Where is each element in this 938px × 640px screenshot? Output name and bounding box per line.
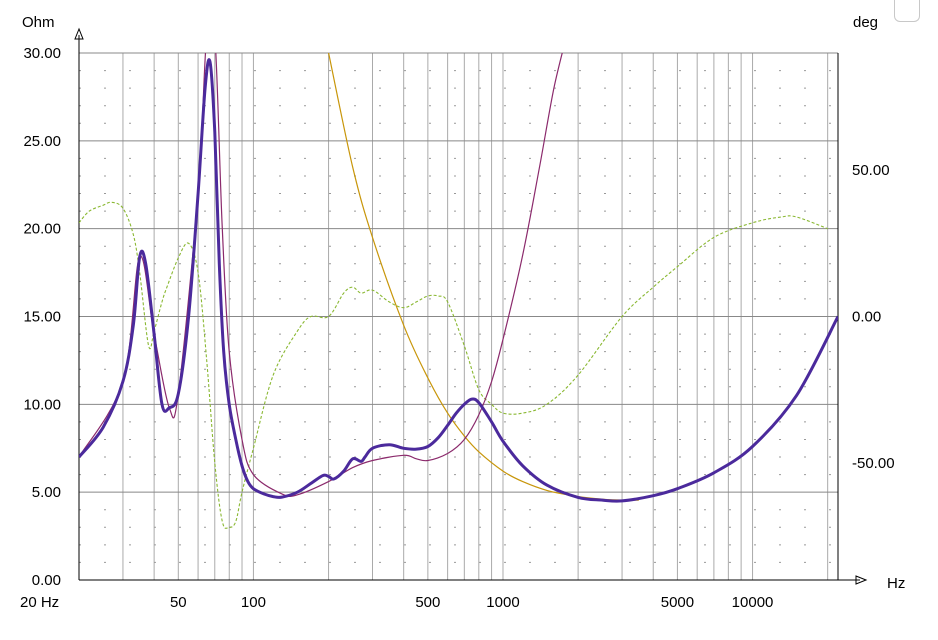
right-tick-label: -50.00: [852, 455, 895, 472]
left-axis-unit: Ohm: [22, 14, 55, 31]
axis-labels: Ohm deg Hz 0.00 5.00 10.00 15.00 20.00 25.00 3…: [20, 14, 905, 611]
x-tick-label: 10000: [732, 594, 774, 611]
x-tick-label: 100: [241, 594, 266, 611]
left-tick-label: 15.00: [23, 309, 61, 326]
impedance-curve: [79, 58, 838, 503]
x-tick-label: 50: [170, 594, 187, 611]
plot-series: [79, 53, 838, 529]
left-tick-label: 30.00: [23, 45, 61, 62]
left-tick-label: 25.00: [23, 133, 61, 150]
plot-grid: [79, 52, 838, 581]
left-tick-label: 0.00: [32, 572, 61, 589]
phase-curve-dashed: [79, 201, 828, 529]
x-axis-unit: Hz: [887, 575, 905, 592]
impedance-curve-thin: [79, 53, 563, 498]
corner-button[interactable]: [894, 0, 920, 22]
right-tick-label: 50.00: [852, 162, 890, 179]
plot-axes: [74, 27, 868, 585]
x-tick-label: 5000: [661, 594, 694, 611]
x-tick-label: 500: [415, 594, 440, 611]
right-tick-label: 0.00: [852, 309, 881, 326]
left-tick-label: 5.00: [32, 484, 61, 501]
x-axis-arrow: [855, 575, 868, 585]
x-tick-label: 20 Hz: [20, 594, 59, 611]
left-tick-label: 20.00: [23, 221, 61, 238]
yellow-curve: [328, 53, 639, 501]
x-tick-label: 1000: [486, 594, 519, 611]
y-axis-arrow: [74, 27, 84, 40]
right-axis-unit: deg: [853, 14, 878, 31]
left-tick-label: 10.00: [23, 396, 61, 413]
